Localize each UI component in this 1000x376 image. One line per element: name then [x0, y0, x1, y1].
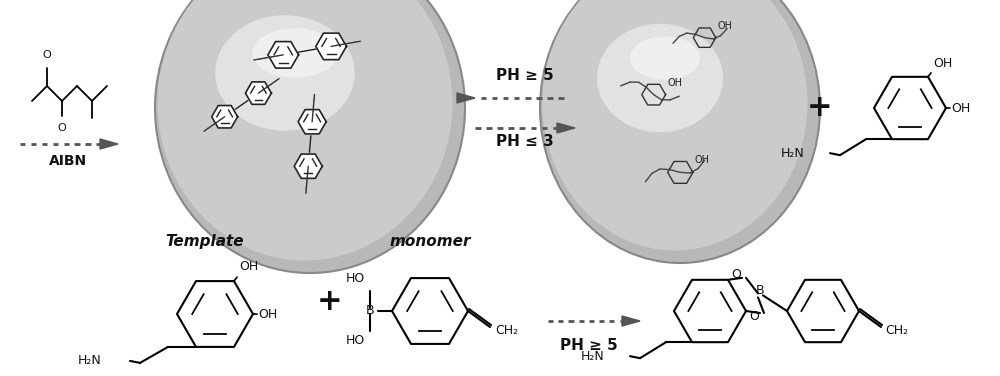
Text: PH ≥ 5: PH ≥ 5 — [496, 68, 554, 83]
Text: +: + — [317, 287, 343, 315]
Polygon shape — [874, 77, 946, 139]
Text: B: B — [756, 284, 764, 297]
Text: OH: OH — [933, 57, 952, 70]
Text: +: + — [807, 94, 833, 123]
Polygon shape — [298, 109, 326, 134]
Ellipse shape — [630, 36, 700, 80]
Ellipse shape — [155, 0, 465, 273]
Text: OH: OH — [667, 78, 682, 88]
Text: PH ≤ 3: PH ≤ 3 — [496, 134, 554, 149]
Text: O: O — [58, 123, 66, 133]
Text: H₂N: H₂N — [780, 147, 804, 160]
Text: PH ≥ 5: PH ≥ 5 — [560, 338, 618, 353]
Polygon shape — [212, 106, 238, 128]
Text: OH: OH — [717, 21, 732, 32]
Ellipse shape — [542, 0, 808, 250]
Text: B: B — [366, 305, 374, 317]
Text: AIBN: AIBN — [49, 154, 87, 168]
Polygon shape — [100, 139, 118, 149]
Text: OH: OH — [951, 102, 970, 115]
Polygon shape — [622, 316, 640, 326]
Ellipse shape — [215, 15, 355, 131]
Text: O: O — [731, 268, 741, 281]
Polygon shape — [787, 280, 859, 342]
Text: O: O — [43, 50, 51, 60]
Polygon shape — [392, 278, 468, 344]
Text: CH₂: CH₂ — [885, 323, 908, 337]
Text: monomer: monomer — [389, 234, 471, 249]
Polygon shape — [557, 123, 575, 133]
Polygon shape — [245, 82, 271, 104]
Text: OH: OH — [258, 308, 277, 320]
Polygon shape — [268, 42, 299, 68]
Ellipse shape — [597, 24, 723, 132]
Text: CH₂: CH₂ — [495, 323, 518, 337]
Ellipse shape — [252, 28, 338, 78]
Polygon shape — [457, 93, 475, 103]
Polygon shape — [316, 33, 346, 60]
Polygon shape — [294, 154, 322, 178]
Text: HO: HO — [346, 335, 365, 347]
Text: OH: OH — [695, 155, 710, 165]
Text: Template: Template — [166, 234, 244, 249]
Polygon shape — [177, 281, 253, 347]
Polygon shape — [674, 280, 746, 342]
Ellipse shape — [158, 0, 452, 261]
Text: H₂N: H₂N — [580, 350, 604, 363]
Text: HO: HO — [346, 273, 365, 285]
Text: H₂N: H₂N — [78, 355, 102, 367]
Text: OH: OH — [239, 260, 258, 273]
Ellipse shape — [540, 0, 820, 263]
Text: O: O — [749, 309, 759, 323]
